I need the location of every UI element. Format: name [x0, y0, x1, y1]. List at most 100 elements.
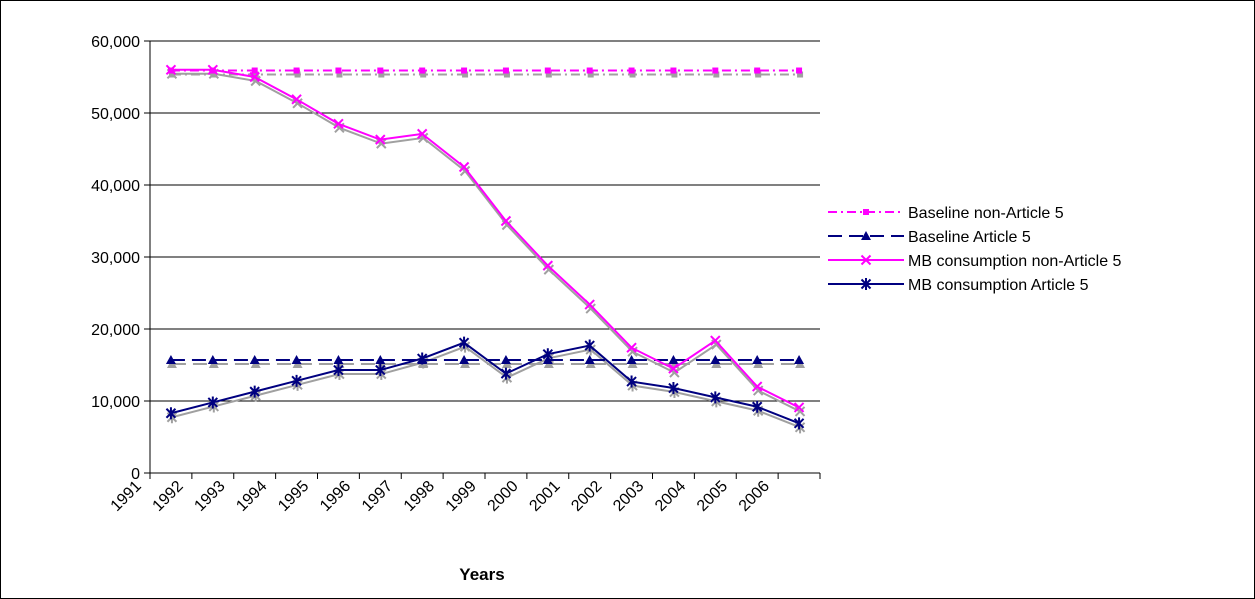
x-tick-label: 2002	[568, 478, 605, 515]
baseline-non-article-5-point	[293, 67, 300, 74]
mb-consumption-non-article-5-shadow	[171, 72, 801, 413]
baseline-article-5-point	[165, 354, 176, 364]
baseline-non-article-5-point-shadow	[629, 71, 636, 78]
series-shadows	[166, 68, 806, 434]
y-tick-label: 60,000	[91, 34, 140, 51]
x-tick-label: 1995	[275, 478, 312, 515]
mb-consumption-article-5-shadow	[171, 345, 801, 429]
baseline-non-article-5-point	[586, 67, 593, 74]
baseline-article-5-point	[794, 354, 805, 364]
mb-consumption-article-5-point	[249, 385, 260, 398]
baseline-article-5-point	[626, 354, 637, 364]
series-lines	[165, 64, 805, 430]
y-tick-label: 30,000	[91, 250, 140, 267]
x-tick-label: 2005	[694, 478, 731, 515]
mb-consumption-non-article-5-point	[584, 299, 595, 310]
baseline-article-5-point	[249, 354, 260, 364]
legend-label-mb-consumption-article-5: MB consumption Article 5	[908, 277, 1089, 294]
baseline-non-article-5-point-shadow	[545, 71, 552, 78]
legend-marker-mb-consumption-article-5	[860, 278, 872, 290]
baseline-non-article-5-point	[754, 67, 761, 74]
baseline-article-5-point	[333, 354, 344, 364]
legend-label-mb-consumption-non-article-5: MB consumption non-Article 5	[908, 253, 1122, 270]
mb-consumption-non-article-5-point	[333, 118, 344, 130]
mb-consumption-article-5-point	[291, 374, 302, 387]
mb-consumption-non-article-5-point	[416, 128, 428, 140]
axes: 0 10,000 20,000 30,000 40,000 50,000 60,000 199…	[91, 34, 821, 515]
mb-consumption-non-article-5-point	[626, 342, 637, 353]
baseline-non-article-5-point-shadow	[252, 71, 259, 78]
baseline-non-article-5-point-shadow	[336, 71, 343, 78]
baseline-non-article-5-point	[461, 67, 468, 74]
mb-consumption-article-5-line	[170, 341, 800, 425]
baseline-non-article-5-point	[251, 67, 258, 74]
baseline-non-article-5-point	[796, 67, 803, 74]
baseline-non-article-5-point	[502, 67, 509, 74]
baseline-non-article-5-point-shadow	[713, 71, 720, 78]
mb-consumption-article-5-point	[710, 391, 721, 404]
gridlines	[150, 40, 820, 402]
mb-consumption-article-5-point	[165, 407, 177, 420]
x-tick-label: 2001	[526, 478, 563, 515]
legend-marker-baseline-non-article-5	[863, 209, 869, 215]
x-axis-title: Years	[459, 565, 504, 584]
x-tick-label: 2006	[736, 478, 773, 515]
mb-consumption-non-article-5-point	[375, 134, 386, 145]
x-tick-label: 1992	[150, 478, 187, 515]
x-tick-label: 1991	[108, 478, 145, 515]
x-tick-label: 2000	[485, 478, 522, 515]
baseline-article-5-point	[500, 354, 511, 364]
x-tick-label: 1999	[443, 478, 480, 515]
baseline-non-article-5-point-shadow	[587, 71, 594, 78]
mb-consumption-article-5-point	[668, 382, 679, 395]
mb-consumption-non-article-5-point	[710, 335, 721, 346]
mb-consumption-non-article-5-point	[542, 260, 554, 271]
baseline-non-article-5-point-shadow	[797, 71, 804, 78]
baseline-non-article-5-point-shadow	[755, 71, 762, 78]
baseline-non-article-5-point-shadow	[462, 71, 469, 78]
baseline-non-article-5-point	[419, 67, 426, 74]
mb-consumption-non-article-5-point	[207, 64, 219, 76]
mb-consumption-non-article-5-point	[793, 402, 805, 413]
y-tick-label: 10,000	[91, 394, 140, 411]
baseline-article-5-point	[207, 354, 218, 364]
baseline-article-5-point	[584, 354, 595, 364]
baseline-article-5-point	[752, 354, 763, 364]
y-tick-label: 40,000	[91, 178, 140, 195]
mb-consumption-article-5-point	[500, 367, 512, 380]
mb-consumption-non-article-5-point	[500, 215, 512, 227]
mb-consumption-non-article-5-point	[249, 71, 260, 83]
x-tick-label: 1998	[401, 478, 438, 515]
mb-consumption-article-5-point	[207, 396, 219, 409]
baseline-non-article-5-point	[335, 67, 342, 74]
legend-label-baseline-article-5: Baseline Article 5	[908, 229, 1031, 246]
mb-consumption-non-article-5-point	[291, 94, 302, 105]
baseline-non-article-5-point-shadow	[294, 71, 301, 78]
mb-consumption-non-article-5-point	[668, 363, 679, 374]
baseline-non-article-5-point-shadow	[378, 71, 385, 78]
mb-consumption-article-5-point	[584, 339, 595, 352]
baseline-article-5-point	[291, 354, 302, 364]
baseline-non-article-5-point-shadow	[671, 71, 678, 78]
mb-consumption-article-5-point	[751, 400, 763, 413]
mb-consumption-non-article-5-point	[165, 64, 177, 76]
mb-consumption-article-5-point	[458, 336, 470, 349]
legend-marker-mb-consumption-non-article-5	[860, 254, 872, 266]
baseline-non-article-5-point	[377, 67, 384, 74]
legend-label-baseline-non-article-5: Baseline non-Article 5	[908, 205, 1064, 222]
mb-consumption-article-5-point	[333, 364, 344, 377]
baseline-article-5-point	[710, 354, 721, 364]
x-tick-label: 1993	[191, 478, 228, 515]
y-tick-label: 20,000	[91, 322, 140, 339]
x-tick-label: 1996	[317, 478, 354, 515]
mb-consumption-non-article-5-point	[751, 381, 763, 392]
baseline-article-5-point	[668, 354, 679, 364]
mb-consumption-non-article-5-line	[170, 68, 800, 409]
x-tick-label: 1994	[233, 478, 270, 515]
mb-consumption-article-5-point	[416, 352, 428, 365]
baseline-non-article-5-point	[712, 67, 719, 74]
y-tick-label: 0	[131, 466, 140, 483]
y-tick-label: 50,000	[91, 106, 140, 123]
